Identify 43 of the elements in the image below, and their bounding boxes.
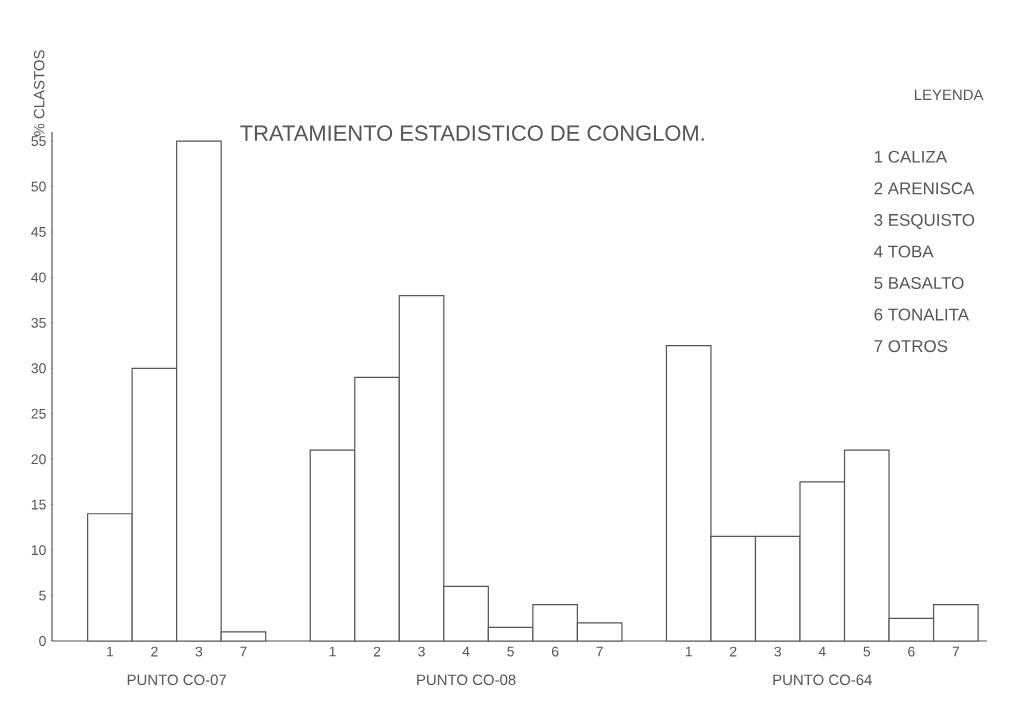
y-tick-label: 30	[31, 363, 46, 374]
x-tick-label: 5	[507, 646, 514, 657]
x-tick-label: 2	[373, 646, 381, 657]
x-tick-label: 3	[195, 646, 203, 657]
y-tick-label: 35	[31, 317, 46, 328]
annotation: 3 ESQUISTO	[874, 213, 975, 229]
x-tick-label: 5	[863, 646, 871, 657]
x-tick-label: 7	[240, 646, 247, 657]
y-axis-title: % CLASTOS	[33, 50, 45, 136]
y-tick-label: 5	[39, 590, 46, 601]
x-tick-label: 7	[952, 646, 960, 657]
x-tick-label: 1	[329, 646, 336, 657]
x-tick-label: 6	[908, 646, 915, 657]
annotation: 2 ARENISCA	[874, 182, 975, 195]
x-tick-label: 7	[596, 646, 603, 657]
x-tick-label: 3	[774, 646, 782, 657]
text: PUNTO CO-08	[417, 674, 516, 686]
y-tick-label: 40	[31, 272, 46, 283]
x-tick-label: 3	[418, 646, 425, 657]
x-tick-label: 2	[730, 646, 737, 657]
y-tick-label: 55	[31, 136, 46, 146]
chart-title: TRATAMIENTO ESTADISTICO DE CONGLOM.	[240, 125, 704, 141]
annotation: 4 TOBA	[874, 245, 934, 258]
x-tick-label: 4	[462, 646, 470, 657]
x-tick-label: 1	[685, 646, 692, 657]
x-tick-label: 6	[551, 646, 559, 657]
x-tick-label: 1	[107, 646, 114, 657]
y-tick-label: 20	[31, 454, 46, 465]
x-tick-label: 4	[818, 646, 826, 657]
annotation: 6 TONALITA	[874, 308, 970, 321]
x-tick-label: 2	[151, 646, 158, 657]
text: PUNTO CO-07	[127, 674, 227, 686]
annotation: 1 CALIZA	[874, 150, 948, 163]
y-tick-label: 15	[31, 499, 46, 510]
annotation: 5 BASALTO	[874, 277, 964, 290]
legend-title: LEYENDA	[914, 89, 984, 100]
text: PUNTO CO-64	[773, 674, 872, 686]
y-tick-label: 25	[31, 408, 46, 419]
y-tick-label: 10	[31, 545, 46, 556]
y-tick-label: 45	[31, 227, 46, 237]
annotation: 7 OTROS	[874, 340, 948, 353]
y-tick-label: 50	[31, 181, 46, 192]
y-tick-label: 0	[39, 636, 46, 646]
